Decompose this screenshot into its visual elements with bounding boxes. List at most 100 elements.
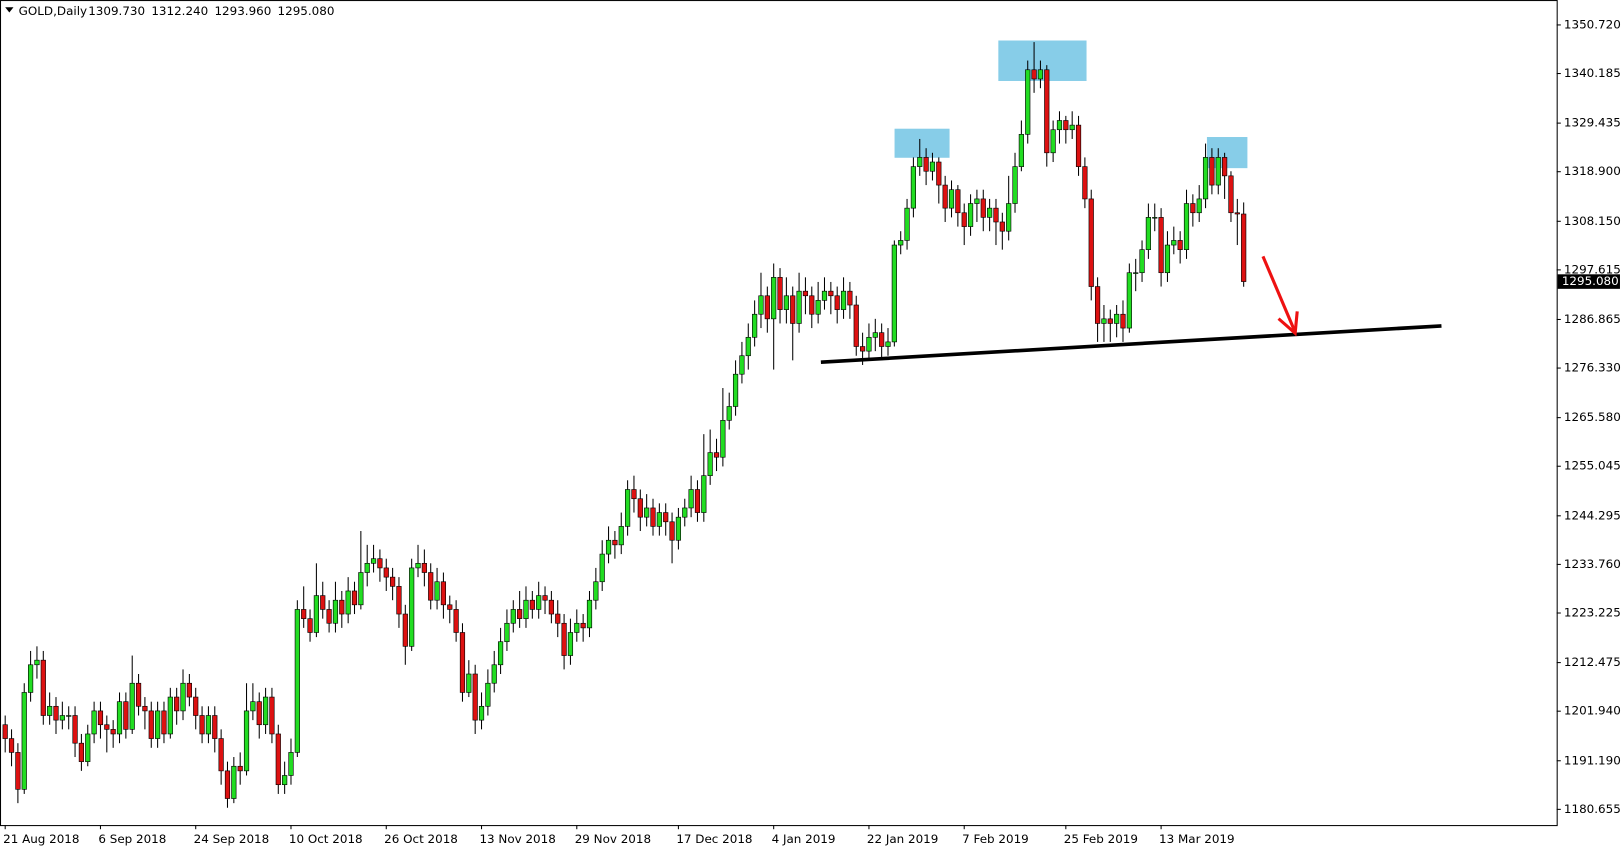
candle-body bbox=[78, 742, 84, 762]
candle-body bbox=[815, 300, 821, 315]
candle-body bbox=[345, 590, 351, 615]
x-tick-label: 25 Feb 2019 bbox=[1064, 832, 1138, 846]
candle-body bbox=[320, 595, 326, 610]
candle-body bbox=[212, 715, 218, 739]
x-tick-label: 13 Mar 2019 bbox=[1159, 832, 1235, 846]
candle-body bbox=[59, 715, 65, 721]
header-value: 1293.960 bbox=[214, 4, 271, 18]
candle-body bbox=[478, 705, 485, 721]
x-tick-label: 13 Nov 2018 bbox=[479, 832, 555, 846]
x-tick-label: 7 Feb 2019 bbox=[962, 832, 1029, 846]
candle-body bbox=[282, 775, 288, 786]
candle-body bbox=[853, 304, 859, 347]
candle-body bbox=[1069, 124, 1075, 131]
candle-body bbox=[650, 507, 656, 527]
candle-body bbox=[542, 595, 548, 601]
x-tick-label: 24 Sep 2018 bbox=[194, 832, 270, 846]
candle-body bbox=[739, 355, 745, 375]
candle-body bbox=[66, 715, 72, 717]
candle-body bbox=[301, 609, 307, 619]
candle-body bbox=[1158, 217, 1164, 274]
candle-body bbox=[396, 586, 402, 615]
candle-body bbox=[872, 332, 878, 338]
arrow-head bbox=[1277, 311, 1299, 337]
candle-body bbox=[256, 701, 262, 726]
candle-body bbox=[440, 581, 447, 606]
candle-body bbox=[148, 710, 154, 739]
candle-body bbox=[701, 475, 707, 513]
candles bbox=[2, 42, 1247, 808]
candle-body bbox=[656, 512, 662, 527]
candle-body bbox=[885, 341, 891, 347]
candle-body bbox=[1056, 120, 1063, 131]
candle-body bbox=[472, 673, 478, 721]
candle-body bbox=[1228, 175, 1234, 214]
y-tick-label: 1244.295 bbox=[1564, 508, 1621, 522]
y-tick-label: 1233.760 bbox=[1564, 557, 1621, 571]
candle-body bbox=[123, 701, 129, 730]
candle-body bbox=[948, 189, 955, 209]
candle-body bbox=[21, 692, 27, 790]
candle-body bbox=[1177, 240, 1183, 250]
candle-body bbox=[332, 599, 339, 624]
candle-body bbox=[974, 198, 980, 204]
candle-body bbox=[155, 710, 161, 739]
candle-body bbox=[339, 599, 345, 615]
y-tick-label: 1265.580 bbox=[1564, 410, 1621, 424]
x-tick-label: 22 Jan 2019 bbox=[867, 832, 938, 846]
candle-body bbox=[593, 581, 599, 601]
candle-body bbox=[250, 701, 256, 712]
candle-body bbox=[904, 207, 910, 241]
candle-body bbox=[485, 682, 491, 707]
candle-body bbox=[1031, 69, 1037, 80]
y-tick-label: 1340.185 bbox=[1564, 66, 1621, 80]
candle-body bbox=[961, 212, 967, 227]
candle-body bbox=[447, 604, 453, 610]
y-tick-label: 1180.655 bbox=[1564, 802, 1621, 816]
candle-body bbox=[536, 595, 542, 610]
candle-body bbox=[491, 664, 497, 684]
candle-body bbox=[1082, 166, 1088, 200]
candle-body bbox=[783, 295, 789, 310]
candle-body bbox=[1152, 217, 1158, 219]
x-tick-label: 29 Nov 2018 bbox=[575, 832, 651, 846]
candle-body bbox=[713, 452, 720, 458]
candle-body bbox=[910, 166, 916, 209]
x-tick-label: 10 Oct 2018 bbox=[289, 832, 363, 846]
candle-body bbox=[999, 221, 1005, 232]
y-tick-label: 1223.225 bbox=[1564, 606, 1621, 620]
y-tick-label: 1286.865 bbox=[1564, 312, 1621, 326]
candle-body bbox=[923, 157, 929, 172]
highlight-box bbox=[894, 128, 950, 158]
last-price-label: 1295.080 bbox=[1562, 274, 1619, 288]
candle-body bbox=[1006, 203, 1012, 232]
candle-body bbox=[466, 673, 472, 693]
candle-body bbox=[351, 590, 358, 606]
candle-body bbox=[199, 715, 205, 735]
candle-body bbox=[891, 244, 897, 343]
candle-body bbox=[840, 290, 847, 310]
candle-body bbox=[402, 613, 408, 647]
candle-body bbox=[1075, 124, 1082, 167]
candle-body bbox=[917, 157, 923, 167]
candle-body bbox=[745, 336, 751, 357]
candle-body bbox=[955, 189, 961, 214]
candle-body bbox=[517, 609, 523, 619]
candle-body bbox=[567, 632, 574, 656]
candle-body bbox=[574, 622, 580, 633]
candle-body bbox=[605, 539, 612, 555]
candle-body bbox=[15, 752, 21, 790]
last-price-tag bbox=[1557, 274, 1620, 289]
candle-body bbox=[288, 752, 294, 776]
candle-body bbox=[231, 765, 237, 799]
candle-body bbox=[1215, 157, 1221, 186]
candle-body bbox=[421, 562, 427, 573]
candle-body bbox=[262, 696, 269, 726]
candle-body bbox=[47, 705, 53, 716]
candle-body bbox=[135, 682, 142, 707]
x-tick-label: 17 Dec 2018 bbox=[676, 832, 752, 846]
candle-body bbox=[1063, 120, 1069, 131]
candle-body bbox=[987, 207, 993, 218]
candle-body bbox=[1164, 244, 1171, 274]
candle-body bbox=[453, 609, 459, 633]
